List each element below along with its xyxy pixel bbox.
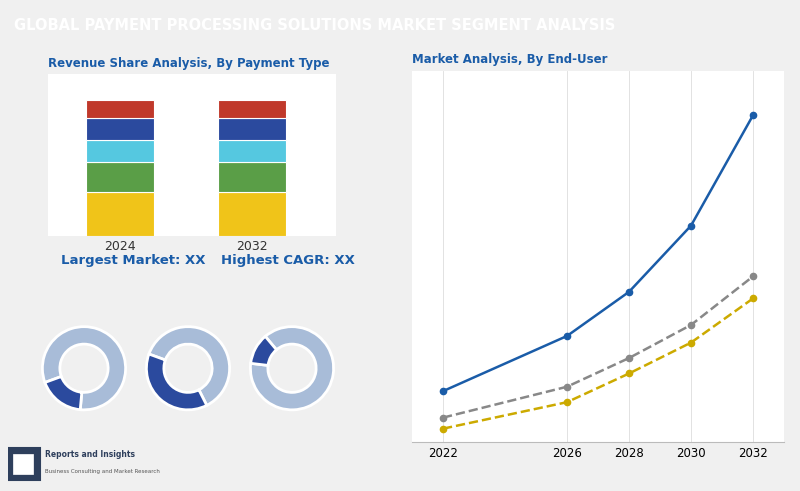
FancyBboxPatch shape bbox=[14, 454, 33, 474]
Text: Market Analysis, By End-User: Market Analysis, By End-User bbox=[412, 53, 607, 66]
Bar bbox=[218, 140, 286, 162]
Wedge shape bbox=[250, 336, 277, 365]
FancyBboxPatch shape bbox=[8, 448, 40, 480]
Text: GLOBAL PAYMENT PROCESSING SOLUTIONS MARKET SEGMENT ANALYSIS: GLOBAL PAYMENT PROCESSING SOLUTIONS MARK… bbox=[14, 18, 616, 33]
Wedge shape bbox=[45, 377, 82, 409]
Text: Largest Market: XX: Largest Market: XX bbox=[61, 254, 206, 267]
Text: Reports and Insights: Reports and Insights bbox=[45, 450, 135, 459]
Bar bbox=[86, 192, 154, 236]
Wedge shape bbox=[149, 327, 230, 406]
Bar bbox=[86, 118, 154, 140]
Bar bbox=[218, 192, 286, 236]
Text: Business Consulting and Market Research: Business Consulting and Market Research bbox=[45, 469, 160, 474]
Bar bbox=[86, 100, 154, 118]
Bar bbox=[218, 100, 286, 118]
Text: Highest CAGR: XX: Highest CAGR: XX bbox=[221, 254, 354, 267]
Bar bbox=[218, 162, 286, 192]
Wedge shape bbox=[146, 354, 206, 410]
Bar bbox=[218, 118, 286, 140]
Text: Revenue Share Analysis, By Payment Type: Revenue Share Analysis, By Payment Type bbox=[48, 56, 330, 70]
Bar bbox=[86, 140, 154, 162]
Wedge shape bbox=[42, 327, 126, 410]
Bar bbox=[86, 162, 154, 192]
Wedge shape bbox=[250, 327, 334, 410]
